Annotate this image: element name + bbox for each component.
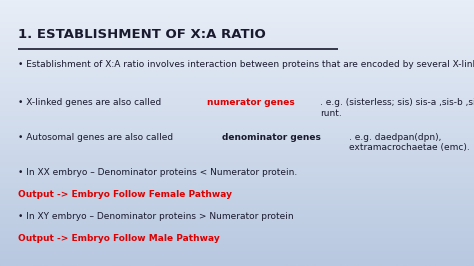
Text: . e.g. daedpan(dpn),
extramacrochaetae (emc).: . e.g. daedpan(dpn), extramacrochaetae (… — [349, 133, 470, 152]
Text: numerator genes: numerator genes — [207, 98, 294, 107]
Text: Output -> Embryo Follow Male Pathway: Output -> Embryo Follow Male Pathway — [18, 234, 220, 243]
Text: Output -> Embryo Follow Female Pathway: Output -> Embryo Follow Female Pathway — [18, 190, 232, 199]
Text: . e.g. (sisterless; sis) sis-a ,sis-b ,sis-c,
runt.: . e.g. (sisterless; sis) sis-a ,sis-b ,s… — [320, 98, 474, 118]
Text: • In XY embryo – Denominator proteins > Numerator protein: • In XY embryo – Denominator proteins > … — [18, 212, 293, 221]
Text: • Autosomal genes are also called: • Autosomal genes are also called — [18, 133, 176, 142]
Text: • In XX embryo – Denominator proteins < Numerator protein.: • In XX embryo – Denominator proteins < … — [18, 168, 297, 177]
Text: denominator genes: denominator genes — [222, 133, 321, 142]
Text: • X-linked genes are also called: • X-linked genes are also called — [18, 98, 164, 107]
Text: • Establishment of X:A ratio involves interaction between proteins that are enco: • Establishment of X:A ratio involves in… — [18, 60, 474, 69]
Text: 1. ESTABLISHMENT OF X:A RATIO: 1. ESTABLISHMENT OF X:A RATIO — [18, 28, 266, 41]
